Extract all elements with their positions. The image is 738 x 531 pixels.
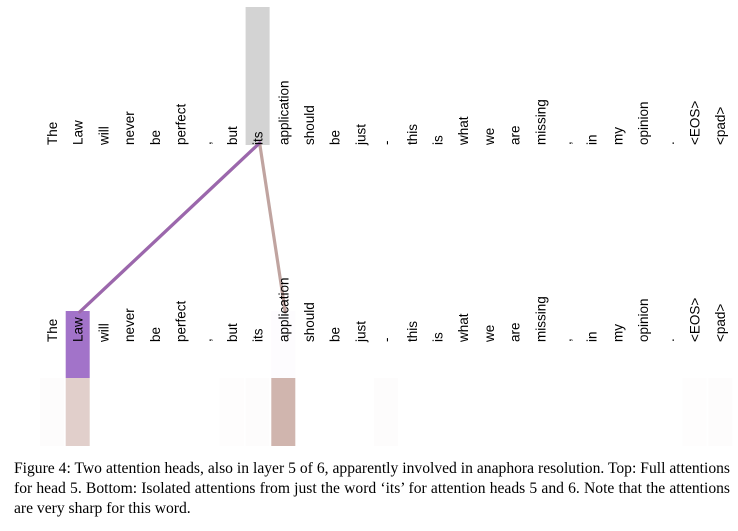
head6-attention-bar [374,378,398,446]
top-token-row: The Law will never be perfect, but its applicati… [45,80,728,146]
top-token: <pad> [713,107,728,145]
bottom-token: this [405,321,420,342]
bottom-token: is [431,332,446,342]
top-token: opinion [636,101,651,145]
figure-caption: Figure 4: Two attention heads, also in l… [14,460,730,517]
top-token: <EOS> [688,101,703,145]
bottom-token: in [585,331,600,342]
bottom-token: <EOS> [688,298,703,342]
bottom-token: perfect [174,300,189,342]
top-token: Law [71,120,86,145]
bottom-token: should [302,302,317,342]
top-token: will [96,126,111,146]
top-token: missing [533,99,548,145]
head6-attention-bar [683,378,707,446]
head6-attention-bar [246,378,270,446]
top-token: what [456,116,471,146]
bottom-token: we [482,325,497,343]
top-token: - [379,141,394,146]
attention-links [78,141,287,314]
bottom-token: The [45,319,60,342]
top-token: should [302,105,317,145]
bottom-token: its [251,328,266,342]
top-token: in [585,134,600,145]
top-token: , [559,141,574,145]
bottom-token: application [276,277,291,342]
bottom-token: , [559,338,574,342]
top-token: application [276,80,291,145]
head6-attention-bar [65,378,90,446]
query-token-highlight [245,7,270,145]
top-token: be [328,130,343,145]
top-token: is [431,135,446,145]
bottom-token: , [199,338,214,342]
bottom-token: will [96,323,111,343]
head5-attention-link [78,141,262,314]
bottom-token-row: The Law will never be perfect, but its applicati… [45,277,728,343]
top-token: its [251,131,266,145]
bottom-token: be [148,327,163,342]
head5-attention-bar [65,311,90,378]
bottom-token: be [328,327,343,342]
top-token: but [225,126,240,145]
top-token: perfect [174,103,189,145]
head6-attention-bar [220,378,244,446]
top-token: are [508,125,523,145]
attention-visualization: The Law will never be perfect, but its applicati… [40,7,732,446]
top-token: just [353,124,368,146]
top-token: , [199,141,214,145]
bottom-token: just [353,321,368,343]
bottom-token: my [610,324,625,342]
top-token: never [122,111,137,145]
top-token: . [662,141,677,145]
bottom-token: Law [71,317,86,342]
bottom-token: what [456,313,471,343]
bottom-token: never [122,308,137,342]
bottom-token: are [508,322,523,342]
head6-attention-bar [271,378,296,446]
bottom-attention-bars [40,311,732,446]
head6-attention-bar [708,378,732,446]
top-token: be [148,130,163,145]
bottom-token: - [379,338,394,343]
bottom-token: <pad> [713,304,728,342]
bottom-token: missing [533,296,548,342]
top-token: The [45,122,60,145]
top-token: we [482,128,497,146]
bottom-token: . [662,338,677,342]
top-token: my [610,127,625,145]
top-token: this [405,124,420,145]
bottom-token: opinion [636,298,651,342]
head6-attention-bar [40,378,64,446]
head6-attention-link [258,141,287,314]
bottom-token: but [225,323,240,342]
